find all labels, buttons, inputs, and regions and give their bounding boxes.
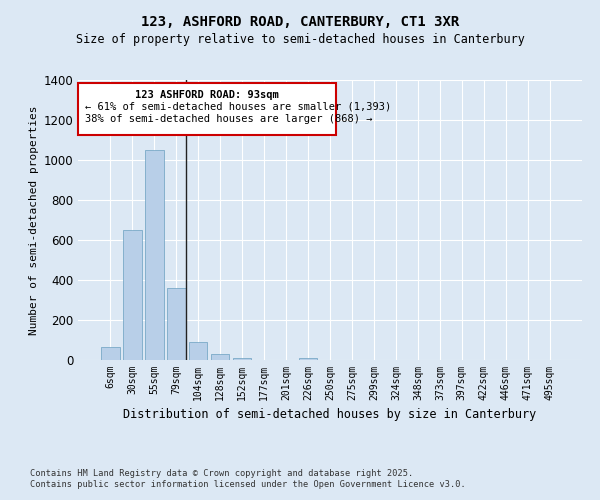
Text: 123 ASHFORD ROAD: 93sqm: 123 ASHFORD ROAD: 93sqm [135, 90, 279, 100]
Bar [167, 288, 185, 360]
Y-axis label: Number of semi-detached properties: Number of semi-detached properties [29, 106, 39, 335]
Text: Contains public sector information licensed under the Open Government Licence v3: Contains public sector information licen… [30, 480, 466, 489]
Text: ← 61% of semi-detached houses are smaller (1,393): ← 61% of semi-detached houses are smalle… [85, 102, 391, 112]
Text: 38% of semi-detached houses are larger (868) →: 38% of semi-detached houses are larger (… [85, 114, 373, 124]
Text: Contains HM Land Registry data © Crown copyright and database right 2025.: Contains HM Land Registry data © Crown c… [30, 468, 413, 477]
Bar [101, 347, 119, 360]
Bar [145, 150, 164, 360]
Bar [189, 342, 208, 360]
Text: 123, ASHFORD ROAD, CANTERBURY, CT1 3XR: 123, ASHFORD ROAD, CANTERBURY, CT1 3XR [141, 15, 459, 29]
Bar [123, 230, 142, 360]
Bar [299, 358, 317, 360]
X-axis label: Distribution of semi-detached houses by size in Canterbury: Distribution of semi-detached houses by … [124, 408, 536, 422]
Bar [211, 354, 229, 360]
Text: Size of property relative to semi-detached houses in Canterbury: Size of property relative to semi-detach… [76, 32, 524, 46]
Bar [233, 358, 251, 360]
